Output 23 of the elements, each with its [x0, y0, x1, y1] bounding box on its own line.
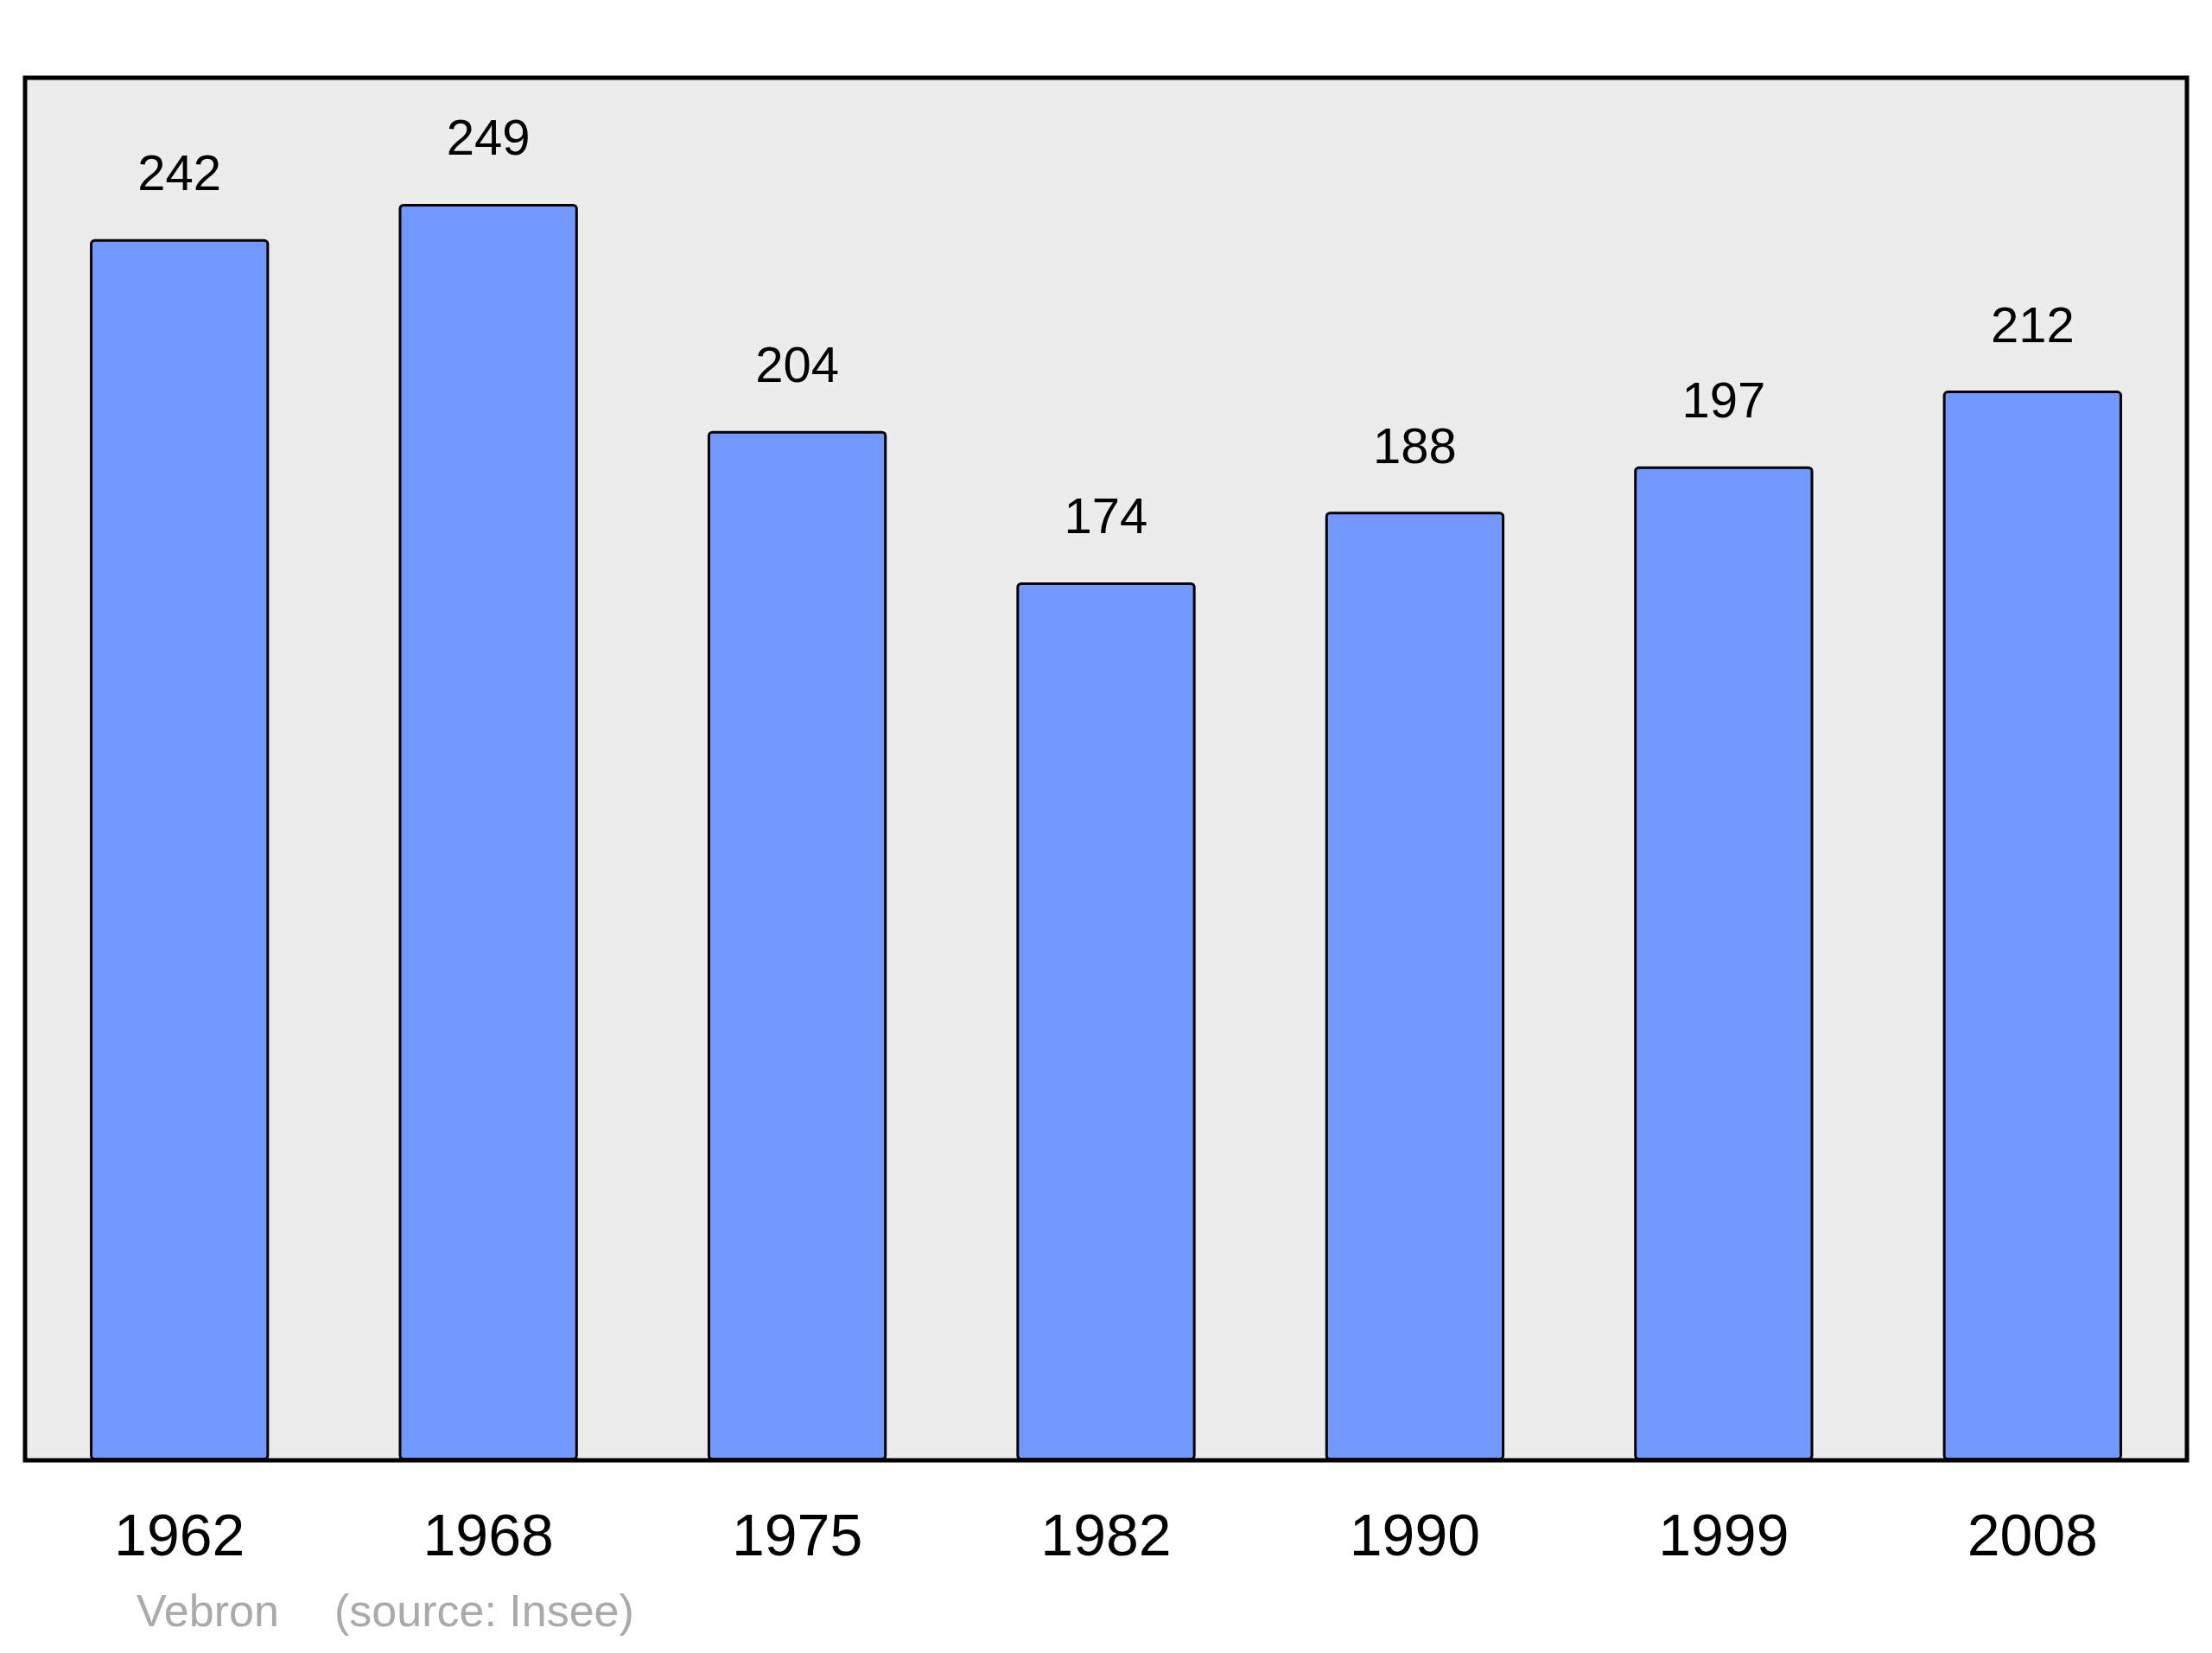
x-tick-label: 1968: [423, 1502, 554, 1567]
x-tick-label: 2008: [1967, 1502, 2098, 1567]
bar: [1634, 466, 1814, 1460]
bar: [1325, 512, 1505, 1460]
x-tick-label: 1982: [1040, 1502, 1172, 1567]
data-label: 212: [1990, 296, 2075, 353]
bar: [1016, 582, 1196, 1460]
data-label: 174: [1064, 487, 1148, 544]
data-label: 188: [1373, 416, 1457, 474]
x-tick-label: 1990: [1349, 1502, 1481, 1567]
x-tick-label: 1962: [114, 1502, 245, 1567]
data-label: 249: [446, 109, 531, 166]
bar: [90, 238, 270, 1460]
text: Vebron: [137, 1586, 279, 1636]
bar: [398, 203, 578, 1460]
data-label: 197: [1681, 372, 1766, 429]
bar: [1942, 391, 2122, 1460]
x-tick-label: 1999: [1658, 1502, 1789, 1567]
x-tick-label: 1975: [731, 1502, 863, 1567]
bar: [707, 430, 887, 1460]
data-label: 242: [137, 144, 222, 201]
data-label: 204: [755, 336, 839, 393]
text: (source: Insee): [334, 1586, 634, 1636]
